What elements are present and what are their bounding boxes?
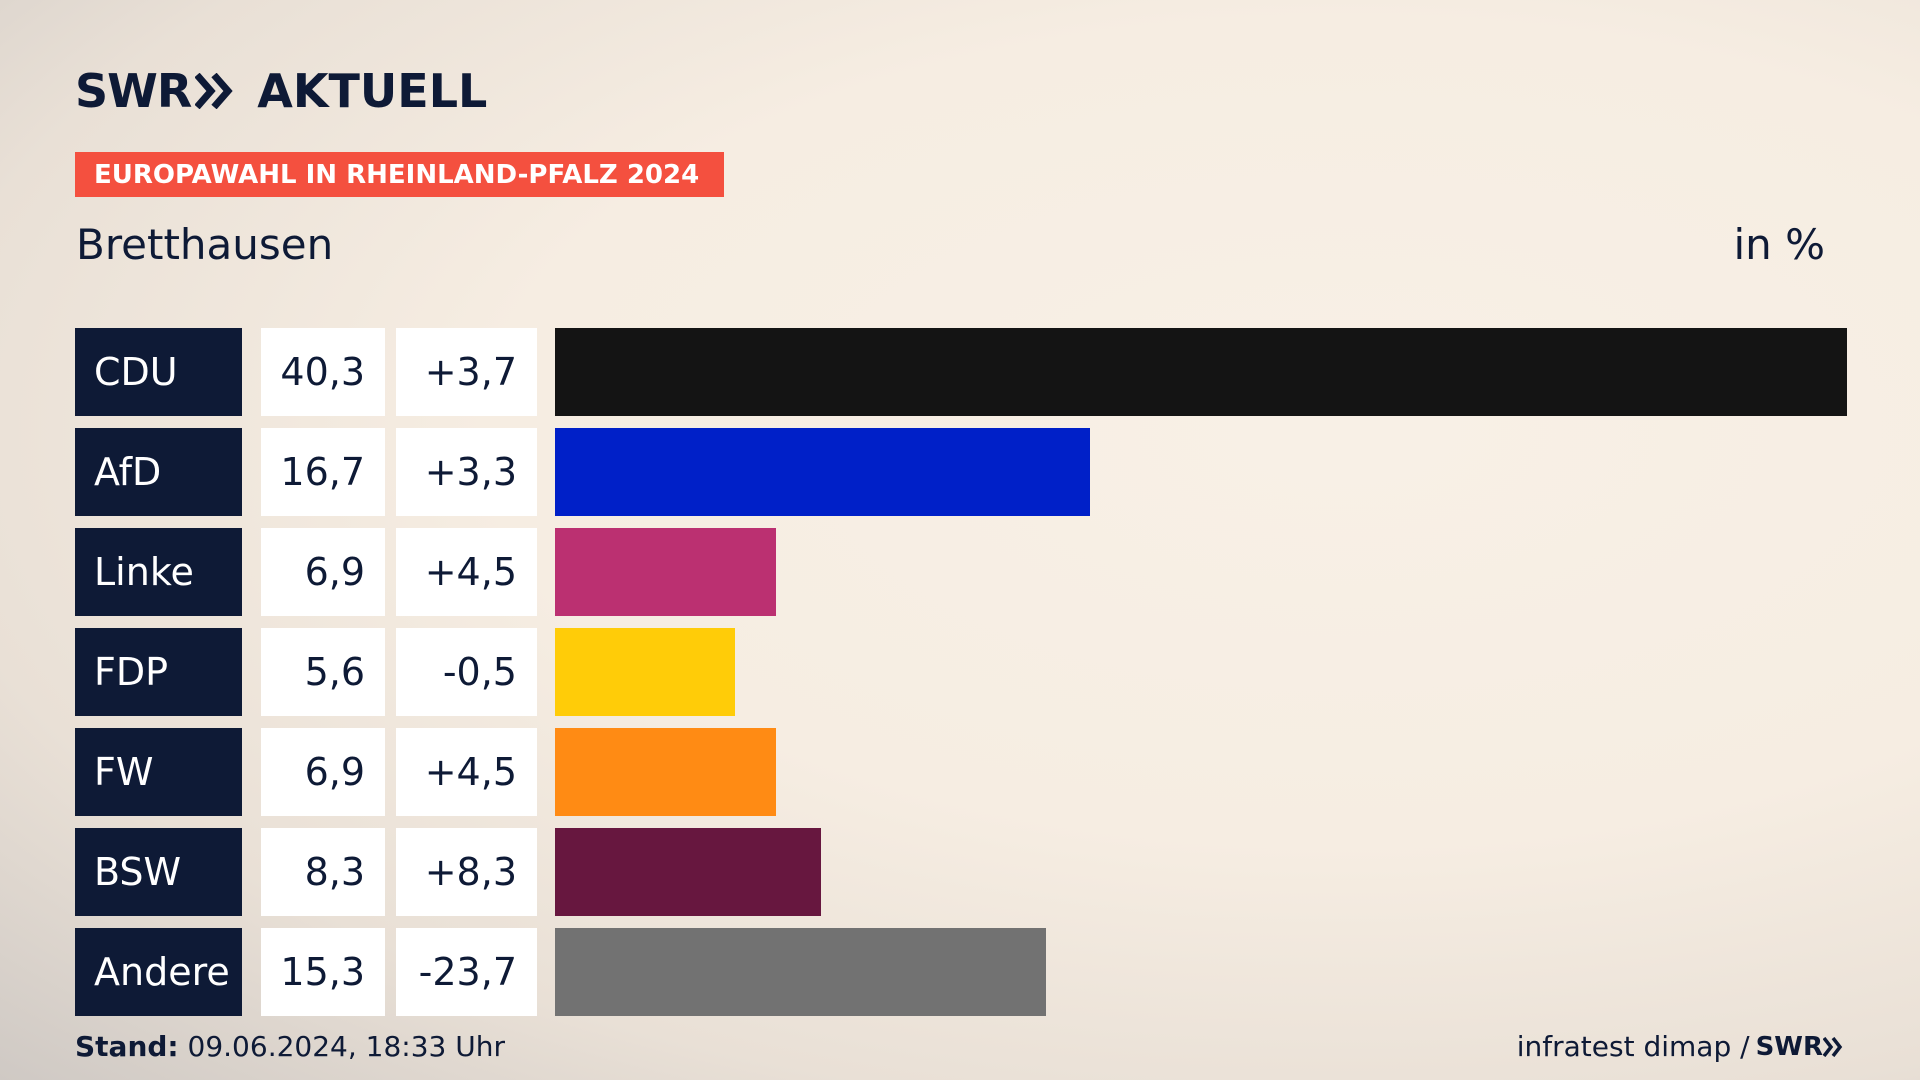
change-label: +4,5 bbox=[396, 728, 537, 816]
chart-row: Linke 6,9 +4,5 bbox=[75, 528, 1847, 616]
stand-label: Stand: bbox=[75, 1030, 179, 1063]
bar bbox=[555, 828, 821, 916]
chart-row: CDU 40,3 +3,7 bbox=[75, 328, 1847, 416]
party-label: Andere bbox=[75, 928, 242, 1016]
party-label: BSW bbox=[75, 828, 242, 916]
value-label: 40,3 bbox=[261, 328, 385, 416]
chart-row: Andere 15,3 -23,7 bbox=[75, 928, 1847, 1016]
party-label: FW bbox=[75, 728, 242, 816]
source-text: infratest dimap / bbox=[1516, 1030, 1750, 1063]
bar bbox=[555, 428, 1090, 516]
swr-small-logo: SWR bbox=[1756, 1032, 1845, 1062]
party-label: AfD bbox=[75, 428, 242, 516]
value-label: 16,7 bbox=[261, 428, 385, 516]
election-label: EUROPAWAHL IN RHEINLAND-PFALZ 2024 bbox=[75, 152, 724, 197]
swr-logo-text: SWR bbox=[75, 64, 192, 118]
aktuell-logo-text: AKTUELL bbox=[257, 64, 488, 118]
source-credit: infratest dimap / SWR bbox=[1517, 1030, 1845, 1063]
swr-aktuell-logo: SWR AKTUELL bbox=[75, 64, 488, 118]
value-label: 8,3 bbox=[261, 828, 385, 916]
chart-row: BSW 8,3 +8,3 bbox=[75, 828, 1847, 916]
bar bbox=[555, 528, 776, 616]
change-label: -0,5 bbox=[396, 628, 537, 716]
value-label: 5,6 bbox=[261, 628, 385, 716]
bar bbox=[555, 728, 776, 816]
timestamp: Stand: 09.06.2024, 18:33 Uhr bbox=[75, 1030, 505, 1063]
party-label: Linke bbox=[75, 528, 242, 616]
place-title: Bretthausen bbox=[76, 220, 334, 269]
value-label: 6,9 bbox=[261, 728, 385, 816]
bar bbox=[555, 328, 1847, 416]
value-label: 6,9 bbox=[261, 528, 385, 616]
unit-label: in % bbox=[1733, 220, 1825, 269]
chart-row: FW 6,9 +4,5 bbox=[75, 728, 1847, 816]
change-label: +8,3 bbox=[396, 828, 537, 916]
chart-row: AfD 16,7 +3,3 bbox=[75, 428, 1847, 516]
double-chevron-icon bbox=[195, 73, 233, 109]
change-label: -23,7 bbox=[396, 928, 537, 1016]
value-label: 15,3 bbox=[261, 928, 385, 1016]
swr-small-logo-text: SWR bbox=[1755, 1031, 1823, 1062]
party-label: CDU bbox=[75, 328, 242, 416]
swr-logo: SWR bbox=[75, 64, 235, 118]
party-label: FDP bbox=[75, 628, 242, 716]
chart-row: FDP 5,6 -0,5 bbox=[75, 628, 1847, 716]
bar bbox=[555, 628, 735, 716]
stand-value: 09.06.2024, 18:33 Uhr bbox=[187, 1030, 505, 1063]
double-chevron-icon bbox=[1823, 1036, 1843, 1057]
change-label: +3,7 bbox=[396, 328, 537, 416]
bar bbox=[555, 928, 1046, 1016]
change-label: +3,3 bbox=[396, 428, 537, 516]
change-label: +4,5 bbox=[396, 528, 537, 616]
